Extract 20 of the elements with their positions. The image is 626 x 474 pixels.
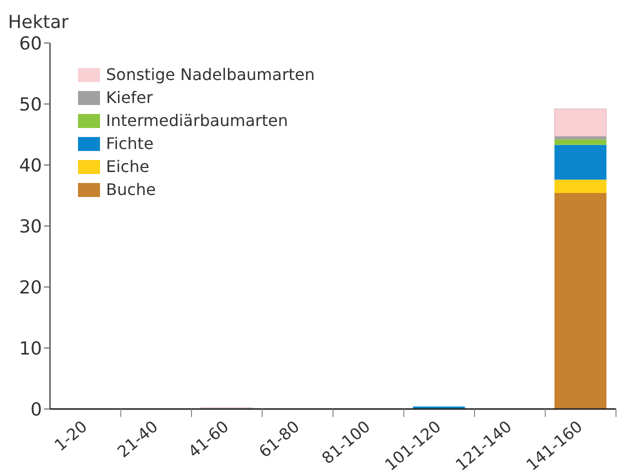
legend-label: Sonstige Nadelbaumarten xyxy=(106,64,315,86)
bar xyxy=(554,108,607,137)
legend-label: Fichte xyxy=(106,133,154,155)
legend-label: Buche xyxy=(106,179,156,201)
y-tick-label: 60 xyxy=(19,33,42,54)
y-tick-label: 40 xyxy=(19,155,42,176)
bar xyxy=(554,180,606,194)
y-tick-label: 20 xyxy=(19,277,42,298)
bar xyxy=(554,144,606,180)
y-tick-label: 50 xyxy=(19,94,42,116)
y-tick-label: 0 xyxy=(30,399,42,420)
legend-label: Intermediärbaumarten xyxy=(106,110,288,132)
bar xyxy=(554,136,606,140)
legend-label: Kiefer xyxy=(106,87,153,109)
y-axis-title: Hektar xyxy=(8,12,69,33)
bar xyxy=(554,139,606,145)
bar xyxy=(554,193,606,409)
y-tick-label: 30 xyxy=(19,216,42,238)
y-tick-label: 10 xyxy=(19,338,42,360)
legend-label: Eiche xyxy=(106,156,150,178)
